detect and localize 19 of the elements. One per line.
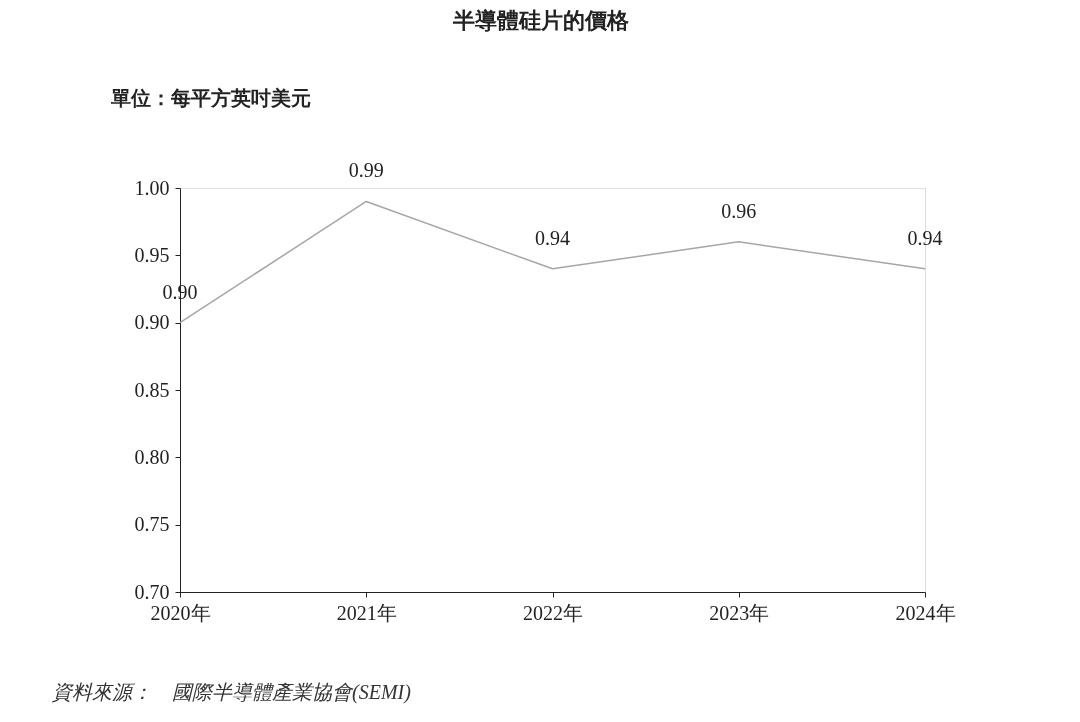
y-tick-label: 0.95	[134, 243, 170, 266]
y-tick-label: 0.80	[134, 445, 170, 468]
chart-title: 半導體硅片的價格	[451, 8, 630, 33]
data-label: 0.94	[535, 226, 570, 249]
x-tick-label: 2020年	[150, 601, 211, 624]
y-tick-label: 0.70	[134, 580, 170, 603]
data-label: 0.99	[348, 159, 384, 182]
source-note: 資料來源： 國際半導體產業協會(SEMI)	[52, 681, 412, 704]
y-axis-title: 單位：每平方英吋美元	[109, 86, 311, 109]
x-tick-label: 2022年	[523, 601, 583, 624]
x-tick-label: 2024年	[895, 601, 956, 624]
y-tick-label: 0.90	[134, 311, 170, 334]
data-label: 0.96	[721, 199, 757, 222]
data-label: 0.94	[907, 226, 943, 249]
y-tick-label: 1.00	[134, 176, 170, 199]
x-tick-label: 2023年	[709, 601, 770, 624]
y-tick-label: 0.85	[134, 378, 170, 401]
y-tick-label: 0.75	[134, 513, 170, 536]
x-tick-label: 2021年	[336, 601, 397, 624]
